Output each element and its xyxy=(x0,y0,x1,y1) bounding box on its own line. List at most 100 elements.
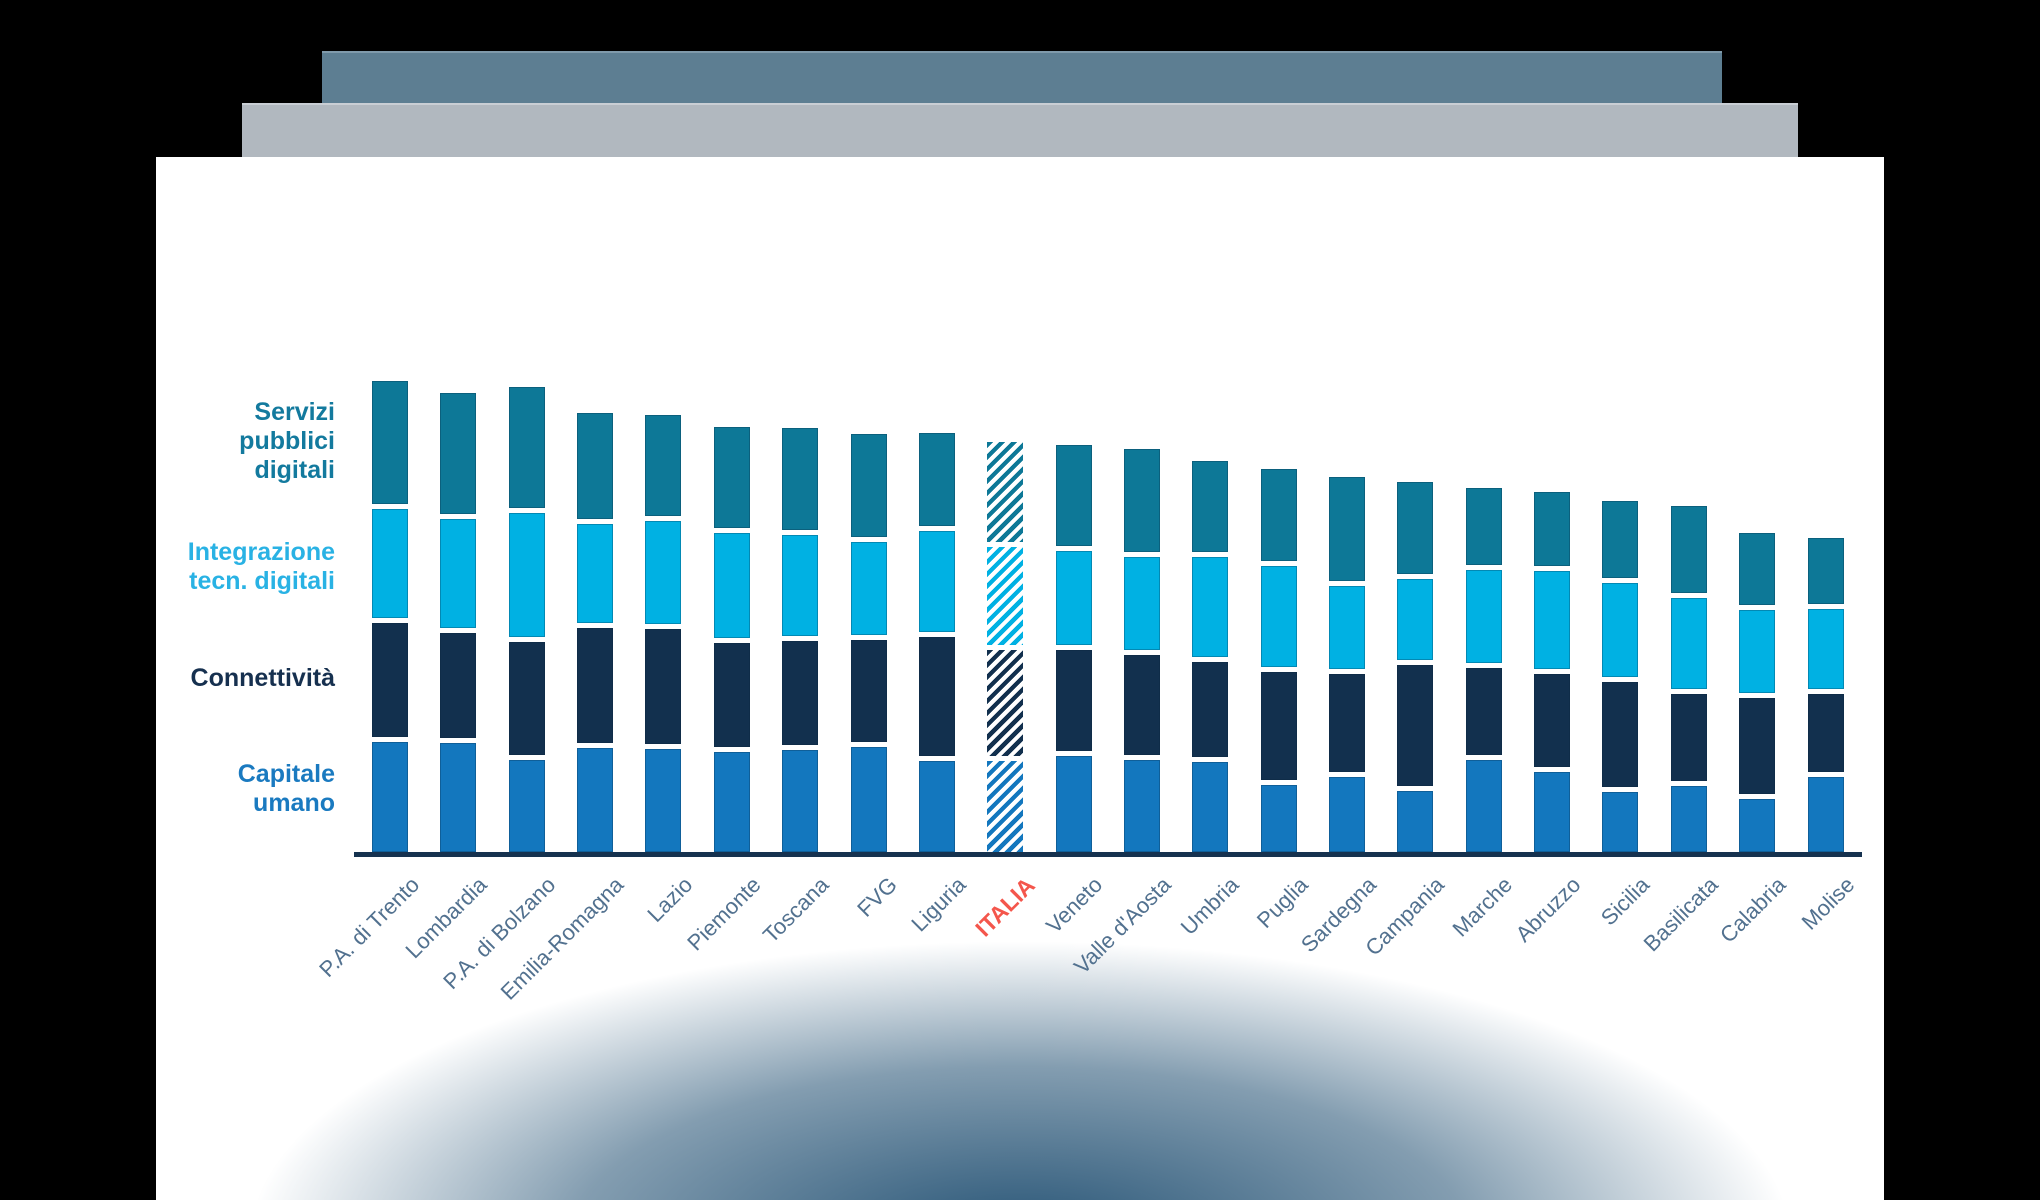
bar xyxy=(1397,482,1434,852)
bar-segment xyxy=(1260,785,1297,852)
bar-segment xyxy=(440,633,477,738)
bar-segment xyxy=(440,519,477,628)
bar-segment xyxy=(645,629,682,744)
bar-segment xyxy=(1055,551,1092,645)
x-axis-label: Emilia-Romagna xyxy=(496,872,629,1005)
deck-page-back xyxy=(322,51,1722,107)
bar-segment xyxy=(508,513,545,637)
x-axis-label: Veneto xyxy=(1041,872,1108,939)
bar-segment xyxy=(1807,609,1844,689)
bar-segment xyxy=(1602,501,1639,578)
x-axis-label: Liguria xyxy=(906,872,971,937)
x-axis-label: Sicilia xyxy=(1595,872,1655,931)
bar-segment xyxy=(372,509,408,618)
bar-segment xyxy=(1670,694,1707,781)
bar xyxy=(1465,488,1502,852)
bar-italia-highlight xyxy=(987,442,1024,852)
bar-segment xyxy=(1739,610,1776,693)
bar-segment xyxy=(577,524,614,623)
bar-segment xyxy=(1739,533,1776,605)
bar-segment xyxy=(1670,786,1707,852)
bar-segment xyxy=(850,747,887,852)
bar xyxy=(1329,477,1366,852)
bar-segment xyxy=(577,748,614,852)
bar-segment xyxy=(1465,570,1502,663)
bar-segment xyxy=(1465,488,1502,565)
x-axis-label: Lazio xyxy=(642,872,698,927)
bar-segment xyxy=(713,752,750,852)
bar xyxy=(1192,461,1229,852)
bar-segment xyxy=(372,742,408,852)
bar-segment xyxy=(1397,791,1434,852)
bar-segment xyxy=(1397,482,1434,574)
bar-segment xyxy=(1465,760,1502,852)
bar-segment xyxy=(577,628,614,743)
bar-segment xyxy=(1670,598,1707,689)
bar-segment xyxy=(1465,668,1502,755)
bar xyxy=(1739,533,1776,852)
bar-segment xyxy=(440,743,477,852)
bar-segment xyxy=(508,642,545,755)
x-axis-label: Umbria xyxy=(1176,872,1245,940)
bar-segment xyxy=(1260,672,1297,780)
x-axis-label: Abruzzo xyxy=(1511,872,1586,947)
bar xyxy=(645,415,682,852)
bar xyxy=(918,433,955,852)
bar-segment xyxy=(1602,583,1639,677)
bar-segment xyxy=(1192,762,1229,852)
bar-segment xyxy=(1534,492,1571,566)
bar xyxy=(372,381,408,852)
bar xyxy=(577,413,614,852)
bar-segment xyxy=(372,623,408,737)
legend-item-servizi-pubblici-digitali: Servizi pubblici digitali xyxy=(239,398,335,484)
bar-segment xyxy=(1602,682,1639,787)
bar-segment xyxy=(645,749,682,852)
bar-segment xyxy=(645,521,682,624)
bar-segment xyxy=(1192,557,1229,657)
bar xyxy=(713,427,750,852)
bar-segment xyxy=(782,641,819,745)
bar-segment xyxy=(1739,799,1776,852)
bar-segment xyxy=(850,640,887,742)
bar-segment xyxy=(918,433,955,526)
bar-segment xyxy=(918,637,955,756)
bar-segment xyxy=(1192,662,1229,757)
bar-segment xyxy=(1739,698,1776,794)
x-axis-label: Marche xyxy=(1447,872,1518,942)
bar xyxy=(1260,469,1297,852)
bar-segment xyxy=(987,650,1024,756)
bar-segment xyxy=(1602,792,1639,852)
bar-segment xyxy=(1329,674,1366,772)
x-axis-label: FVG xyxy=(852,872,903,922)
bar-segment xyxy=(713,533,750,638)
bar-segment xyxy=(987,547,1024,645)
bar-segment xyxy=(1670,506,1707,593)
bar-segment xyxy=(1123,760,1160,852)
bar-segment xyxy=(645,415,682,516)
bar xyxy=(850,434,887,852)
x-axis-label-italia: ITALIA xyxy=(970,872,1040,942)
bar-segment xyxy=(1123,557,1160,650)
bar-segment xyxy=(987,761,1024,852)
bar-segment xyxy=(1534,772,1571,852)
bar-segment xyxy=(1329,586,1366,669)
bar-segment xyxy=(850,542,887,635)
x-axis-label: Puglia xyxy=(1251,872,1313,933)
bar xyxy=(1055,445,1092,852)
bar xyxy=(1670,506,1707,852)
bar-segment xyxy=(1055,756,1092,852)
bar xyxy=(1602,501,1639,852)
bar-segment xyxy=(1329,777,1366,852)
bar-segment xyxy=(1260,469,1297,561)
legend-item-connettivita: Connettività xyxy=(190,664,335,692)
bar-segment xyxy=(918,531,955,632)
bar-segment xyxy=(1329,477,1366,581)
x-axis-label: P.A. di Trento xyxy=(313,872,424,982)
bar-segment xyxy=(850,434,887,537)
bar-segment xyxy=(440,393,477,514)
bar-segment xyxy=(1123,655,1160,755)
bar-segment xyxy=(1397,665,1434,786)
x-axis-label: Molise xyxy=(1796,872,1860,935)
